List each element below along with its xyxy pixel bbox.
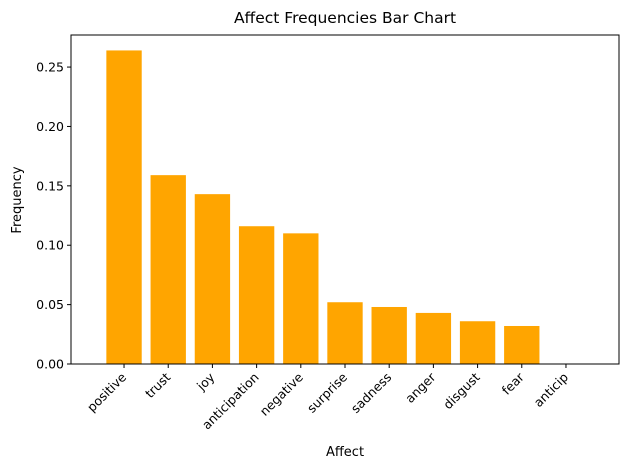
bars-group: [106, 50, 540, 365]
bar-negative: [283, 233, 319, 364]
x-tick-label-fear: fear: [499, 369, 528, 398]
bar-anticipation: [238, 226, 275, 364]
chart-title: Affect Frequencies Bar Chart: [234, 9, 456, 27]
y-axis-label: Frequency: [10, 166, 25, 233]
y-tick-label: 0.25: [36, 60, 64, 75]
bar-trust: [150, 175, 186, 364]
bar-surprise: [327, 302, 363, 364]
plot-frame: [70, 34, 620, 365]
x-tick-label-negative: negative: [257, 369, 306, 418]
x-tick-label-anticip: anticip: [531, 369, 572, 410]
bar-sadness: [371, 306, 407, 364]
bar-fear: [504, 325, 540, 364]
bar-anger: [415, 312, 452, 364]
y-tick-label: 0.05: [36, 297, 64, 312]
bar-disgust: [459, 321, 496, 364]
y-tick-label: 0.00: [36, 357, 64, 372]
x-tick-label-surprise: surprise: [304, 369, 350, 415]
x-axis: positive trust joyanticipationnegativesurp…: [84, 364, 571, 432]
bar-joy: [194, 194, 231, 364]
x-tick-label-disgust: disgust: [440, 369, 483, 412]
x-tick-label-joy: joy: [193, 369, 218, 394]
bar-positive: [106, 50, 142, 365]
y-tick-label: 0.10: [36, 238, 64, 253]
y-tick-label: 0.15: [36, 178, 64, 193]
x-tick-label-sadness: sadness: [348, 370, 394, 416]
x-tick-label-anger: anger: [402, 369, 439, 406]
x-tick-label-positive: positive: [84, 369, 129, 414]
y-axis: 0.00 0.05 0.10 0.15 0.20 0.25: [36, 60, 71, 372]
x-tick-label-trust: trust: [142, 369, 173, 400]
x-axis-label: Affect: [326, 445, 364, 460]
y-tick-label: 0.20: [36, 119, 64, 134]
